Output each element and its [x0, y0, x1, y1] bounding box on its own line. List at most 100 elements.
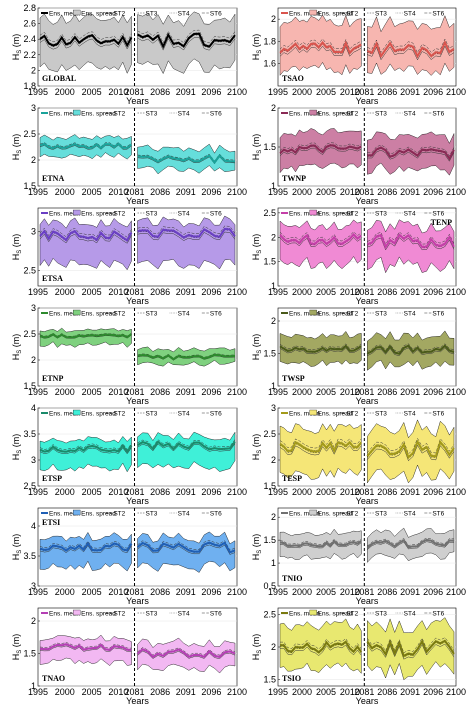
legend-label: ST4	[404, 410, 416, 417]
ens-mean-line-future	[137, 353, 236, 361]
legend-label: Ens. spread	[81, 310, 116, 317]
y-tick-label: 1.5	[263, 481, 276, 491]
x-tick-label: 2096	[423, 87, 443, 97]
legend-swatch	[73, 109, 81, 116]
member-line-hist	[279, 38, 362, 50]
x-axis-label: Years	[356, 696, 379, 706]
y-tick-label: 2	[271, 14, 276, 24]
y-tick-label: 2	[31, 65, 36, 75]
legend-label: ST3	[375, 10, 387, 17]
legend-label: ST4	[178, 510, 190, 517]
legend-label: ST2	[346, 410, 358, 417]
legend-swatch	[73, 509, 81, 516]
y-tick-label: 2.5	[23, 481, 36, 491]
legend-label: ST6	[432, 210, 444, 217]
ens-spread-hist	[39, 634, 132, 666]
y-tick-label: 3	[31, 303, 36, 313]
legend-label: Ens. spread	[81, 610, 116, 617]
x-tick-label: 2081	[124, 387, 144, 397]
x-tick-label: 2096	[423, 187, 443, 197]
y-tick-label: 2.5	[263, 208, 276, 218]
member-line-hist	[39, 443, 132, 451]
member-line-hist	[39, 33, 132, 45]
x-tick-label: 2086	[377, 387, 397, 397]
member-line-hist	[39, 645, 132, 652]
plot-frame	[37, 307, 238, 387]
x-tick-label: 2091	[176, 487, 196, 497]
member-line-future	[137, 647, 236, 656]
member-line-future	[137, 650, 236, 659]
x-tick-label: 1995	[28, 87, 48, 97]
x-tick-label: 2000	[55, 187, 75, 197]
x-tick-label: 2100	[227, 187, 247, 197]
y-tick-label: 1.5	[263, 142, 276, 152]
x-tick-label: 2100	[446, 287, 466, 297]
x-tick-label: 2010	[108, 387, 128, 397]
x-tick-label: 2086	[377, 687, 397, 697]
legend-label: ST2	[346, 110, 358, 117]
y-axis-label: HS (m)	[251, 334, 263, 361]
x-tick-label: 2010	[340, 287, 360, 297]
x-tick-label: 2005	[316, 87, 336, 97]
x-tick-label: 2000	[55, 87, 75, 97]
x-tick-label: 2081	[124, 487, 144, 497]
x-tick-label: 2100	[446, 587, 466, 597]
region-label: TSIO	[282, 674, 301, 683]
x-tick-label: 2000	[292, 387, 312, 397]
region-label: TESP	[282, 474, 302, 483]
region-label: TSAO	[282, 74, 304, 83]
legend-label: Ens. spread	[81, 510, 116, 517]
x-tick-label: 2096	[201, 687, 221, 697]
y-tick-label: 1	[31, 681, 36, 691]
y-axis-label: HS (m)	[251, 234, 263, 261]
member-line-future	[137, 225, 236, 235]
x-tick-label: 2000	[55, 687, 75, 697]
x-tick-label: 2091	[400, 87, 420, 97]
ens-mean-line-hist	[279, 344, 362, 353]
legend-label: Ens. mean	[49, 310, 80, 317]
x-tick-label: 2096	[201, 87, 221, 97]
legend-label: ST2	[346, 310, 358, 317]
ens-mean-line-hist	[39, 643, 132, 651]
y-tick-label: 1	[271, 281, 276, 291]
x-tick-label: 1995	[28, 487, 48, 497]
x-tick-label: 2086	[150, 487, 170, 497]
legend-label: Ens. mean	[49, 10, 80, 17]
x-tick-label: 2005	[82, 87, 102, 97]
ens-mean-line-future	[367, 146, 455, 161]
x-tick-label: 2096	[201, 187, 221, 197]
x-tick-label: 2096	[423, 287, 443, 297]
ens-spread-hist	[39, 327, 132, 348]
x-tick-label: 2096	[201, 487, 221, 497]
x-tick-label: 1995	[268, 487, 288, 497]
x-tick-label: 2091	[400, 287, 420, 297]
y-tick-label: 1.5	[23, 381, 36, 391]
y-tick-label: 1.5	[263, 535, 276, 545]
x-tick-label: 2100	[446, 87, 466, 97]
x-tick-label: 2081	[124, 187, 144, 197]
legend-label: Ens. spread	[81, 10, 116, 17]
y-tick-label: 1.5	[23, 181, 36, 191]
member-line-future	[367, 237, 455, 251]
member-line-hist	[39, 144, 132, 150]
x-tick-label: 1995	[268, 587, 288, 597]
legend-label: ST3	[146, 410, 158, 417]
y-tick-label: 2	[271, 455, 276, 465]
legend-swatch	[309, 209, 317, 216]
x-tick-label: 2010	[340, 187, 360, 197]
legend-label: Ens. mean	[49, 410, 80, 417]
member-line-hist	[279, 45, 362, 57]
x-tick-label: 2100	[227, 287, 247, 297]
legend-label: Ens. mean	[289, 410, 320, 417]
x-tick-label: 2010	[108, 87, 128, 97]
